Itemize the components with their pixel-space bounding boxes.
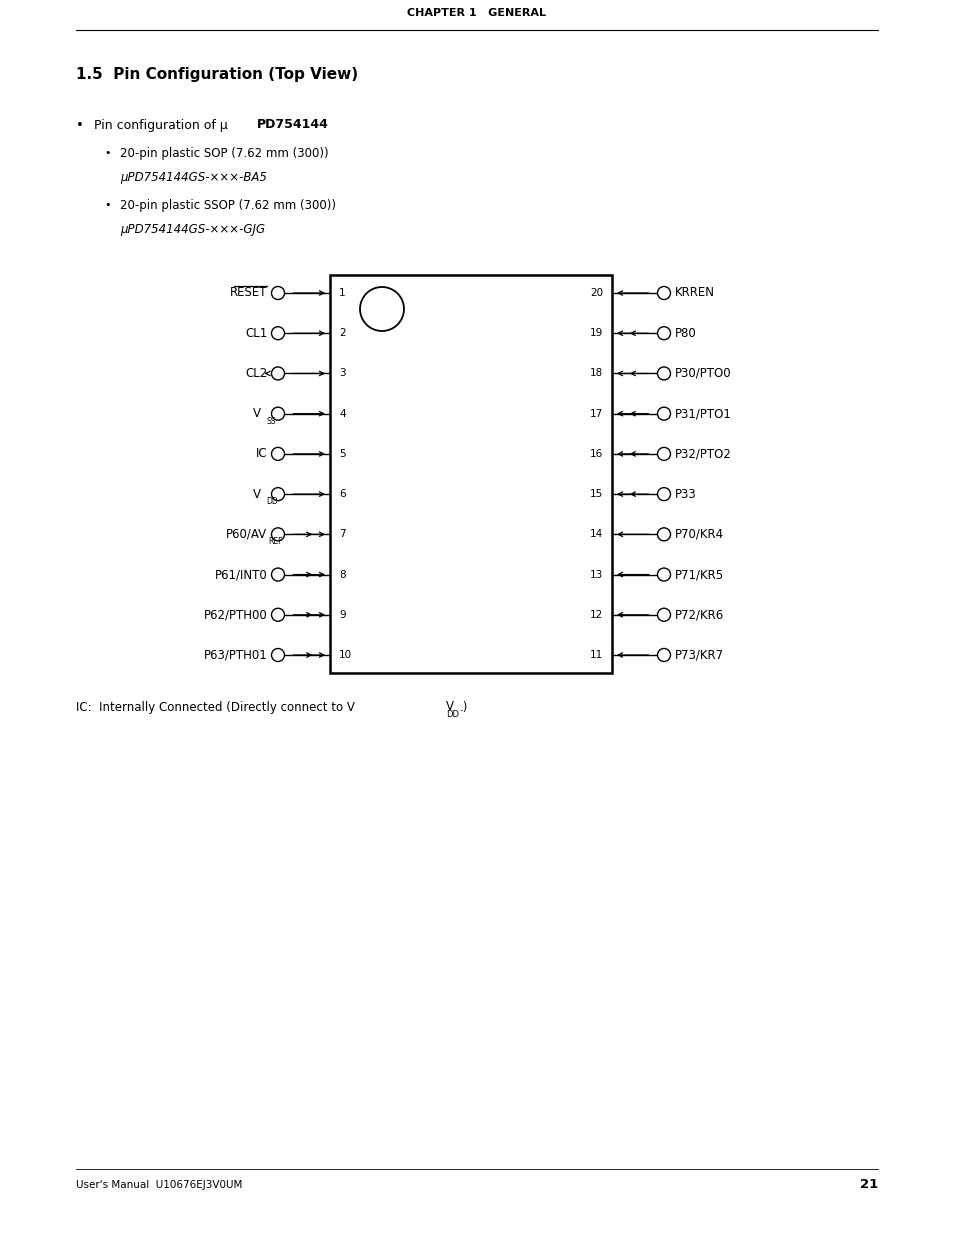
Text: 20-pin plastic SOP (7.62 mm (300)): 20-pin plastic SOP (7.62 mm (300)) [120, 147, 328, 159]
Text: IC: IC [255, 447, 267, 461]
Text: 7: 7 [338, 530, 345, 540]
Text: DD: DD [266, 498, 278, 506]
Text: •: • [104, 148, 111, 158]
Circle shape [272, 488, 284, 500]
Text: P62/PTH00: P62/PTH00 [204, 609, 267, 621]
Circle shape [657, 447, 670, 461]
Circle shape [359, 287, 403, 331]
Text: P32/PTO2: P32/PTO2 [674, 447, 731, 461]
Text: CL1: CL1 [245, 327, 267, 340]
Text: CL2: CL2 [245, 367, 267, 380]
Circle shape [657, 527, 670, 541]
Text: User's Manual  U10676EJ3V0UM: User's Manual U10676EJ3V0UM [76, 1179, 242, 1191]
Text: P80: P80 [674, 327, 696, 340]
Text: .): .) [459, 700, 468, 714]
Circle shape [272, 408, 284, 420]
Text: 4: 4 [338, 409, 345, 419]
Text: P31/PTO1: P31/PTO1 [674, 408, 731, 420]
Text: SS: SS [266, 416, 275, 426]
Text: 11: 11 [589, 650, 602, 659]
Text: •: • [104, 200, 111, 210]
Circle shape [657, 367, 670, 380]
Text: 6: 6 [338, 489, 345, 499]
Text: 20: 20 [589, 288, 602, 298]
Circle shape [272, 327, 284, 340]
Circle shape [272, 568, 284, 580]
Circle shape [272, 447, 284, 461]
Circle shape [657, 609, 670, 621]
Text: μPD754144GS-×××-BA5: μPD754144GS-×××-BA5 [120, 170, 267, 184]
Circle shape [657, 408, 670, 420]
Text: μPD754144GS-×××-GJG: μPD754144GS-×××-GJG [120, 222, 265, 236]
Text: KRREN: KRREN [674, 287, 714, 300]
Text: 1: 1 [338, 288, 345, 298]
Text: RESET: RESET [230, 287, 267, 300]
Text: 9: 9 [338, 610, 345, 620]
Text: 10: 10 [338, 650, 352, 659]
Text: V: V [253, 488, 260, 500]
Text: 12: 12 [589, 610, 602, 620]
Text: P60/AV: P60/AV [226, 527, 267, 541]
Text: PD754144: PD754144 [256, 119, 329, 131]
Text: P33: P33 [674, 488, 696, 500]
Text: V: V [253, 408, 260, 420]
Text: CHAPTER 1   GENERAL: CHAPTER 1 GENERAL [407, 7, 546, 19]
Text: IC:  Internally Connected (Directly connect to V: IC: Internally Connected (Directly conne… [76, 700, 355, 714]
Text: P63/PTH01: P63/PTH01 [204, 648, 267, 662]
Bar [330, 275, 612, 673]
Text: P73/KR7: P73/KR7 [674, 648, 723, 662]
Circle shape [272, 287, 284, 300]
Text: Pin configuration of μ: Pin configuration of μ [94, 119, 228, 131]
Text: 15: 15 [589, 489, 602, 499]
Text: 2: 2 [338, 329, 345, 338]
Text: 16: 16 [589, 448, 602, 459]
Text: P71/KR5: P71/KR5 [674, 568, 723, 580]
Text: V: V [446, 700, 454, 714]
Circle shape [657, 648, 670, 662]
Text: P72/KR6: P72/KR6 [674, 609, 723, 621]
Text: 3: 3 [338, 368, 345, 378]
Text: P61/INT0: P61/INT0 [214, 568, 267, 580]
Text: 20-pin plastic SSOP (7.62 mm (300)): 20-pin plastic SSOP (7.62 mm (300)) [120, 199, 335, 211]
Text: 21: 21 [859, 1178, 877, 1192]
Text: 1.5  Pin Configuration (Top View): 1.5 Pin Configuration (Top View) [76, 68, 357, 83]
Circle shape [657, 327, 670, 340]
Circle shape [657, 488, 670, 500]
Text: DD: DD [446, 710, 458, 719]
Circle shape [272, 527, 284, 541]
Text: P30/PTO0: P30/PTO0 [674, 367, 730, 380]
Text: 18: 18 [589, 368, 602, 378]
Text: 14: 14 [589, 530, 602, 540]
Text: REF: REF [268, 537, 283, 546]
Text: P70/KR4: P70/KR4 [674, 527, 723, 541]
Text: 5: 5 [338, 448, 345, 459]
Text: 8: 8 [338, 569, 345, 579]
Circle shape [657, 568, 670, 580]
Circle shape [272, 648, 284, 662]
Text: •: • [76, 119, 84, 131]
Text: 13: 13 [589, 569, 602, 579]
Text: 17: 17 [589, 409, 602, 419]
Circle shape [272, 367, 284, 380]
Circle shape [272, 609, 284, 621]
Text: 19: 19 [589, 329, 602, 338]
Circle shape [657, 287, 670, 300]
